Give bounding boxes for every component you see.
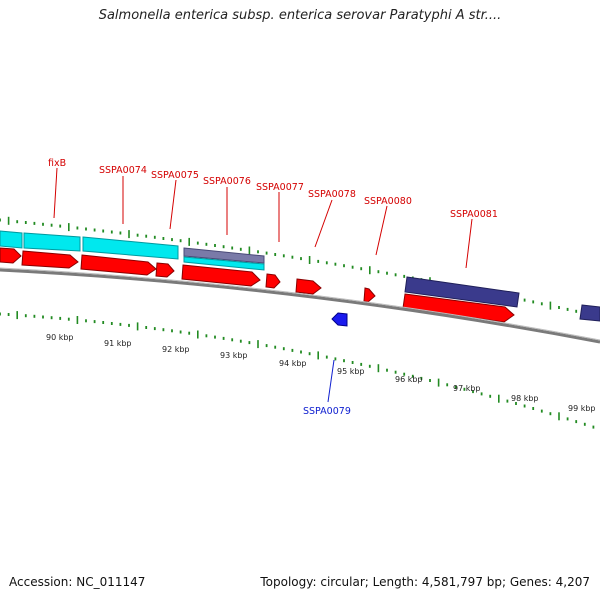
accession-text: Accession: NC_011147 <box>9 575 146 589</box>
gene-label-sspa0078: SSPA0078 <box>308 189 356 200</box>
genome-backbone <box>0 268 600 344</box>
gene-label-leaders <box>53 167 473 403</box>
navy-feature-bar <box>579 304 600 322</box>
cds-arrow <box>0 247 22 264</box>
kbp-label: 99 kbp <box>568 404 596 413</box>
gene-label-sspa0081: SSPA0081 <box>450 209 498 220</box>
leader-line-sspa0078 <box>314 199 333 248</box>
cyan-feature-bar <box>183 256 265 271</box>
gene-labels: fixB SSPA0074 SSPA0075 SSPA0076 SSPA0077… <box>48 158 498 417</box>
kbp-label: 97 kbp <box>453 384 481 393</box>
lower-tick-track <box>0 311 595 429</box>
genome-summary-text: Topology: circular; Length: 4,581,797 bp… <box>260 575 590 589</box>
kbp-label: 94 kbp <box>279 359 307 368</box>
gene-label-sspa0077: SSPA0077 <box>256 182 304 193</box>
cds-arrow <box>80 254 157 276</box>
kbp-label: 91 kbp <box>104 339 132 348</box>
leader-line-fixb <box>53 167 58 219</box>
kbp-label: 93 kbp <box>220 351 248 360</box>
leader-line-sspa0080 <box>375 205 388 256</box>
cds-arrow <box>181 264 261 287</box>
cds-arrow <box>402 293 515 323</box>
map-title: Salmonella enterica subsp. enterica sero… <box>98 8 502 23</box>
leader-line-sspa0079 <box>327 359 335 403</box>
kbp-axis-labels: 90 kbp 91 kbp 92 kbp 93 kbp 94 kbp 95 kb… <box>46 333 596 413</box>
feature-track <box>0 230 600 322</box>
kbp-label: 98 kbp <box>511 394 539 403</box>
gene-label-sspa0075: SSPA0075 <box>151 170 199 181</box>
gene-label-sspa0074: SSPA0074 <box>99 165 147 176</box>
cds-arrow <box>265 273 281 289</box>
cyan-feature-bar <box>23 232 81 252</box>
cds-arrow <box>363 287 376 303</box>
reverse-gene-arrow <box>331 312 348 327</box>
cyan-feature-bar <box>0 230 23 249</box>
cyan-feature-bar <box>82 236 179 260</box>
gene-label-sspa0079: SSPA0079 <box>303 406 351 417</box>
cds-arrow <box>295 278 322 295</box>
kbp-label: 92 kbp <box>162 345 190 354</box>
genome-backbone-highlight <box>0 267 600 341</box>
kbp-label: 90 kbp <box>46 333 74 342</box>
gene-label-sspa0076: SSPA0076 <box>203 176 251 187</box>
kbp-label: 96 kbp <box>395 375 423 384</box>
slate-feature-bar <box>183 247 265 264</box>
navy-feature-bar <box>404 276 520 308</box>
cds-arrow <box>21 250 79 269</box>
cds-arrow <box>155 262 175 278</box>
leader-line-sspa0081 <box>465 218 473 269</box>
leader-line-sspa0075 <box>169 179 177 230</box>
gene-label-sspa0080: SSPA0080 <box>364 196 412 207</box>
cds-track <box>0 247 515 323</box>
gene-label-fixb: fixB <box>48 158 66 169</box>
kbp-label: 95 kbp <box>337 367 365 376</box>
